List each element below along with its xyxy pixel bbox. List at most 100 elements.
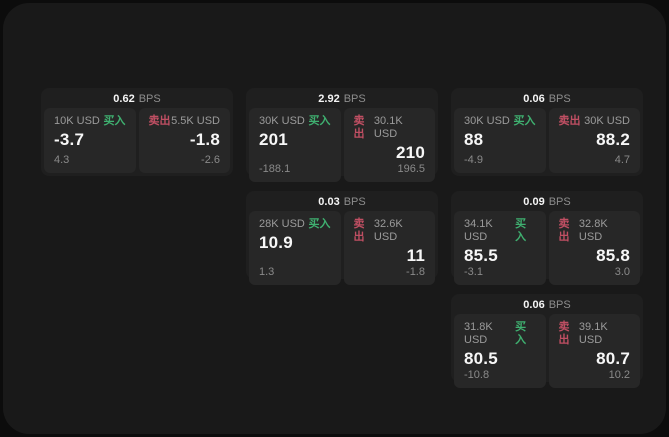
buy-tile-top: 30K USD 买入: [464, 115, 536, 128]
buy-tile-top: 34.1K USD 买入: [464, 218, 536, 244]
quote-card-grid: 0.62 BPS 10K USD 买入 -3.7 4.3 卖出 5.5K USD: [41, 88, 643, 388]
sell-button[interactable]: 卖出: [558, 218, 570, 243]
buy-tile[interactable]: 30K USD 买入 201 -188.1: [249, 108, 341, 182]
spread-unit: BPS: [138, 93, 161, 105]
sell-delta: 10.2: [608, 369, 630, 381]
buy-price: 85.5: [464, 246, 498, 265]
buy-price: 201: [259, 130, 288, 149]
sell-tile-top: 卖出 30.1K USD: [354, 115, 426, 141]
buy-delta: -188.1: [259, 163, 291, 175]
buy-button[interactable]: 买入: [308, 115, 331, 127]
spread-unit: BPS: [548, 196, 571, 208]
sell-button[interactable]: 卖出: [148, 115, 171, 127]
buy-button[interactable]: 买入: [103, 115, 126, 127]
buy-tile[interactable]: 30K USD 买入 88 -4.9: [454, 108, 546, 173]
sell-tile-top: 卖出 39.1K USD: [559, 321, 631, 347]
spread-header: 0.03 BPS: [249, 194, 435, 211]
buy-delta: -3.1: [464, 266, 483, 278]
spread-unit: BPS: [343, 93, 366, 105]
buy-amount: 28K USD: [259, 218, 305, 230]
buy-tile[interactable]: 34.1K USD 买入 85.5 -3.1: [454, 211, 546, 285]
quote-card: 0.03 BPS 28K USD 买入 10.9 1.3 卖出 32.6K US…: [246, 191, 438, 285]
buy-tile-top: 31.8K USD 买入: [464, 321, 536, 347]
sell-delta: 3.0: [614, 266, 630, 278]
spread-header: 0.06 BPS: [454, 297, 640, 314]
buy-price: 88: [464, 130, 484, 149]
sell-tile-top: 卖出 32.6K USD: [354, 218, 426, 244]
sell-tile[interactable]: 卖出 32.8K USD 85.8 3.0: [548, 211, 640, 285]
quote-card: 0.62 BPS 10K USD 买入 -3.7 4.3 卖出 5.5K USD: [41, 88, 233, 176]
spread-unit: BPS: [343, 196, 366, 208]
sell-tile[interactable]: 卖出 39.1K USD 80.7 10.2: [548, 314, 640, 388]
panels: 30K USD 买入 88 -4.9 卖出 30K USD 88.2 4.7: [454, 108, 640, 173]
buy-price: -3.7: [54, 130, 85, 149]
sell-amount: 30K USD: [584, 115, 630, 127]
quote-card: 0.06 BPS 31.8K USD 买入 80.5 -10.8 卖出 39.1…: [451, 294, 643, 388]
spread-value: 0.06: [523, 299, 545, 311]
buy-amount: 31.8K USD: [464, 321, 493, 346]
buy-amount: 34.1K USD: [464, 218, 493, 243]
buy-price: 80.5: [464, 349, 498, 368]
buy-tile[interactable]: 10K USD 买入 -3.7 4.3: [44, 108, 136, 173]
buy-button[interactable]: 买入: [515, 321, 527, 346]
sell-tile[interactable]: 卖出 30K USD 88.2 4.7: [548, 108, 640, 173]
sell-amount: 32.8K USD: [578, 218, 608, 243]
sell-amount: 32.6K USD: [373, 218, 403, 243]
spread-value: 0.62: [113, 93, 135, 105]
buy-delta: -4.9: [464, 154, 483, 166]
buy-tile-top: 30K USD 买入: [259, 115, 331, 128]
buy-delta: 1.3: [259, 266, 275, 278]
sell-delta: 4.7: [614, 154, 630, 166]
sell-button[interactable]: 卖出: [353, 218, 365, 243]
buy-delta: 4.3: [54, 154, 70, 166]
quote-card: 0.09 BPS 34.1K USD 买入 85.5 -3.1 卖出 32.8K…: [451, 191, 643, 285]
sell-price: 88.2: [596, 130, 630, 149]
panels: 10K USD 买入 -3.7 4.3 卖出 5.5K USD -1.8 -2.…: [44, 108, 230, 173]
sell-button[interactable]: 卖出: [558, 321, 570, 346]
sell-tile-top: 卖出 32.8K USD: [559, 218, 631, 244]
panels: 34.1K USD 买入 85.5 -3.1 卖出 32.8K USD 85.8…: [454, 211, 640, 285]
sell-price: 80.7: [596, 349, 630, 368]
sell-amount: 39.1K USD: [578, 321, 608, 346]
panels: 31.8K USD 买入 80.5 -10.8 卖出 39.1K USD 80.…: [454, 314, 640, 388]
sell-tile[interactable]: 卖出 30.1K USD 210 196.5: [343, 108, 435, 182]
spread-unit: BPS: [548, 93, 571, 105]
spread-header: 2.92 BPS: [249, 91, 435, 108]
sell-tile[interactable]: 卖出 32.6K USD 11 -1.8: [343, 211, 435, 285]
quote-card: 0.06 BPS 30K USD 买入 88 -4.9 卖出 30K USD: [451, 88, 643, 176]
quote-card: 2.92 BPS 30K USD 买入 201 -188.1 卖出 30.1K …: [246, 88, 438, 182]
sell-price: 85.8: [596, 246, 630, 265]
buy-button[interactable]: 买入: [513, 115, 536, 127]
buy-tile[interactable]: 31.8K USD 买入 80.5 -10.8: [454, 314, 546, 388]
buy-amount: 30K USD: [464, 115, 510, 127]
buy-tile[interactable]: 28K USD 买入 10.9 1.3: [249, 211, 341, 285]
buy-tile-top: 28K USD 买入: [259, 218, 331, 231]
spread-header: 0.62 BPS: [44, 91, 230, 108]
sell-tile-top: 卖出 5.5K USD: [149, 115, 221, 128]
buy-button[interactable]: 买入: [308, 218, 331, 230]
sell-price: 11: [406, 246, 425, 265]
buy-amount: 30K USD: [259, 115, 305, 127]
sell-amount: 30.1K USD: [373, 115, 403, 140]
buy-amount: 10K USD: [54, 115, 100, 127]
sell-button[interactable]: 卖出: [558, 115, 581, 127]
panels: 30K USD 买入 201 -188.1 卖出 30.1K USD 210 1…: [249, 108, 435, 182]
sell-delta: 196.5: [397, 163, 425, 175]
spread-value: 2.92: [318, 93, 340, 105]
spread-value: 0.03: [318, 196, 340, 208]
sell-delta: -1.8: [406, 266, 425, 278]
spread-value: 0.09: [523, 196, 545, 208]
sell-button[interactable]: 卖出: [353, 115, 365, 140]
sell-price: 210: [396, 143, 425, 162]
buy-button[interactable]: 买入: [515, 218, 527, 243]
panels: 28K USD 买入 10.9 1.3 卖出 32.6K USD 11 -1.8: [249, 211, 435, 285]
sell-amount: 5.5K USD: [171, 115, 220, 127]
buy-tile-top: 10K USD 买入: [54, 115, 126, 128]
buy-price: 10.9: [259, 233, 293, 252]
spread-header: 0.06 BPS: [454, 91, 640, 108]
sell-tile[interactable]: 卖出 5.5K USD -1.8 -2.6: [138, 108, 230, 173]
spread-header: 0.09 BPS: [454, 194, 640, 211]
sell-tile-top: 卖出 30K USD: [559, 115, 631, 128]
spread-value: 0.06: [523, 93, 545, 105]
sell-price: -1.8: [189, 130, 220, 149]
